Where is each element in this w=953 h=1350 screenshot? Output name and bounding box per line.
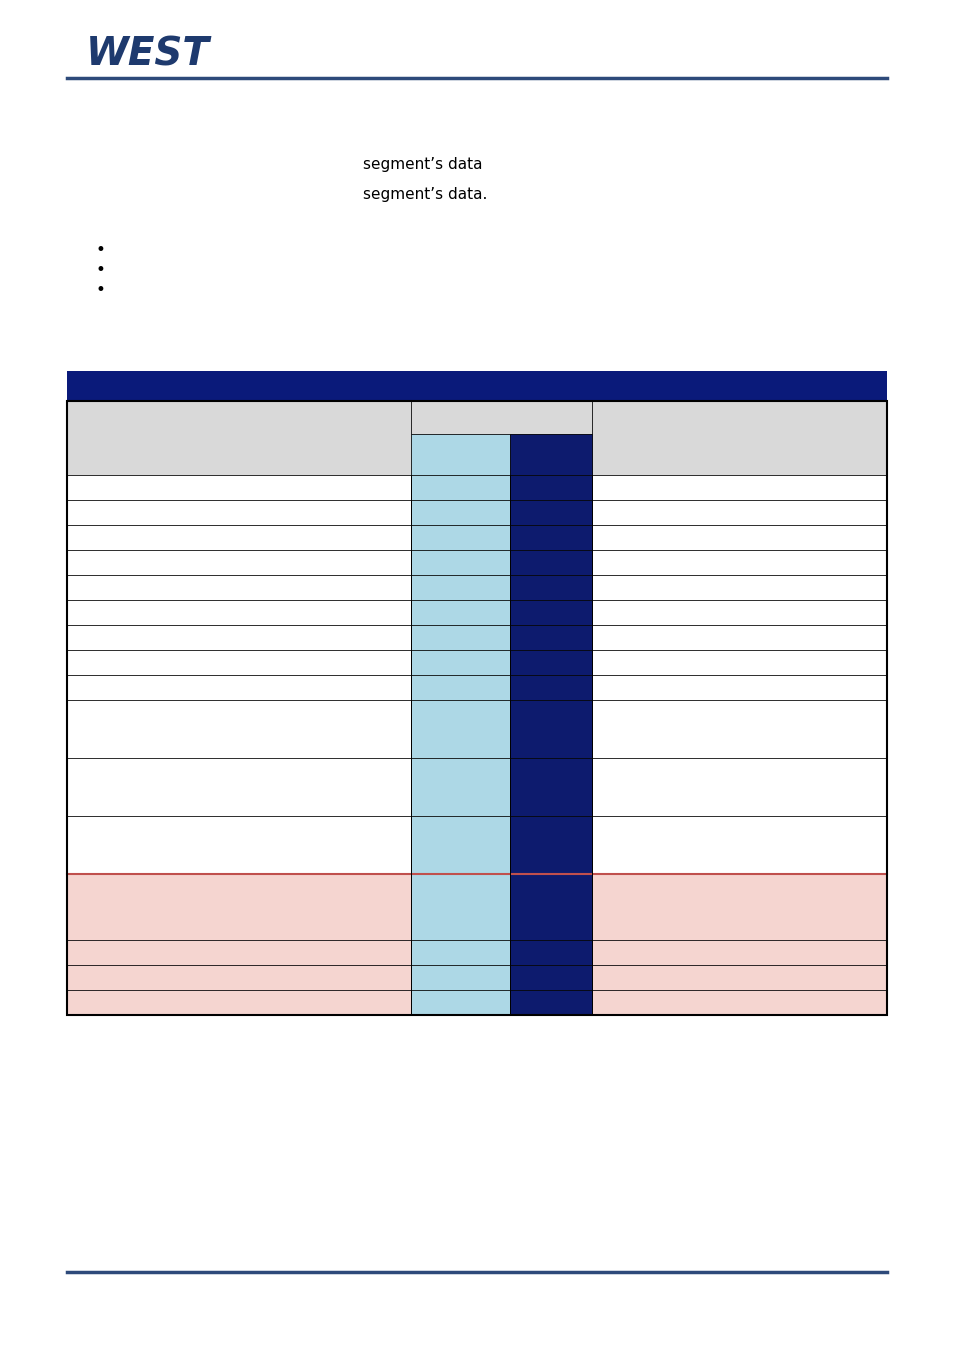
Bar	[411, 941, 509, 965]
Bar	[411, 873, 509, 941]
Bar	[509, 435, 591, 475]
Bar	[509, 549, 591, 575]
Bar	[591, 757, 886, 815]
Bar	[591, 675, 886, 699]
Bar	[591, 815, 886, 873]
Bar	[411, 757, 509, 815]
Bar	[509, 500, 591, 525]
Bar	[411, 675, 509, 699]
Bar	[509, 757, 591, 815]
Bar	[411, 475, 509, 500]
Bar	[509, 815, 591, 873]
Bar	[67, 371, 886, 401]
Bar	[67, 401, 886, 1015]
Bar	[591, 941, 886, 965]
Text: segment’s data: segment’s data	[362, 157, 481, 173]
Bar	[411, 965, 509, 991]
Bar	[591, 599, 886, 625]
Bar	[591, 699, 886, 757]
Bar	[591, 401, 886, 475]
Bar	[67, 549, 411, 575]
Bar	[509, 965, 591, 991]
Bar	[591, 575, 886, 599]
Bar	[411, 599, 509, 625]
Bar	[67, 757, 411, 815]
Bar	[67, 500, 411, 525]
Bar	[509, 941, 591, 965]
Bar	[67, 675, 411, 699]
Bar	[411, 649, 509, 675]
Bar	[591, 625, 886, 649]
Bar	[509, 575, 591, 599]
Bar	[509, 599, 591, 625]
Bar	[411, 401, 591, 435]
Bar	[67, 941, 411, 965]
Bar	[67, 699, 411, 757]
Bar	[411, 435, 509, 475]
Bar	[411, 525, 509, 549]
Bar	[509, 475, 591, 500]
Text: •: •	[95, 240, 105, 259]
Bar	[411, 815, 509, 873]
Bar	[67, 625, 411, 649]
Bar	[509, 649, 591, 675]
Bar	[509, 625, 591, 649]
Bar	[411, 549, 509, 575]
Bar	[67, 525, 411, 549]
Bar	[509, 525, 591, 549]
Bar	[67, 475, 411, 500]
Bar	[67, 575, 411, 599]
Bar	[591, 991, 886, 1015]
Bar	[67, 991, 411, 1015]
Text: •: •	[95, 281, 105, 300]
Text: segment’s data.: segment’s data.	[362, 186, 486, 202]
Bar	[67, 599, 411, 625]
Bar	[411, 991, 509, 1015]
Text: WEST: WEST	[86, 35, 210, 73]
Bar	[509, 991, 591, 1015]
Bar	[509, 699, 591, 757]
Text: •: •	[95, 261, 105, 279]
Bar	[591, 475, 886, 500]
Bar	[591, 965, 886, 991]
Bar	[411, 699, 509, 757]
Bar	[67, 649, 411, 675]
Bar	[67, 401, 411, 475]
Bar	[591, 525, 886, 549]
Bar	[591, 500, 886, 525]
Bar	[67, 965, 411, 991]
Bar	[411, 625, 509, 649]
Bar	[591, 649, 886, 675]
Bar	[411, 575, 509, 599]
Bar	[591, 873, 886, 941]
Bar	[411, 500, 509, 525]
Bar	[509, 675, 591, 699]
Bar	[591, 549, 886, 575]
Bar	[509, 873, 591, 941]
Bar	[67, 815, 411, 873]
Bar	[67, 873, 411, 941]
